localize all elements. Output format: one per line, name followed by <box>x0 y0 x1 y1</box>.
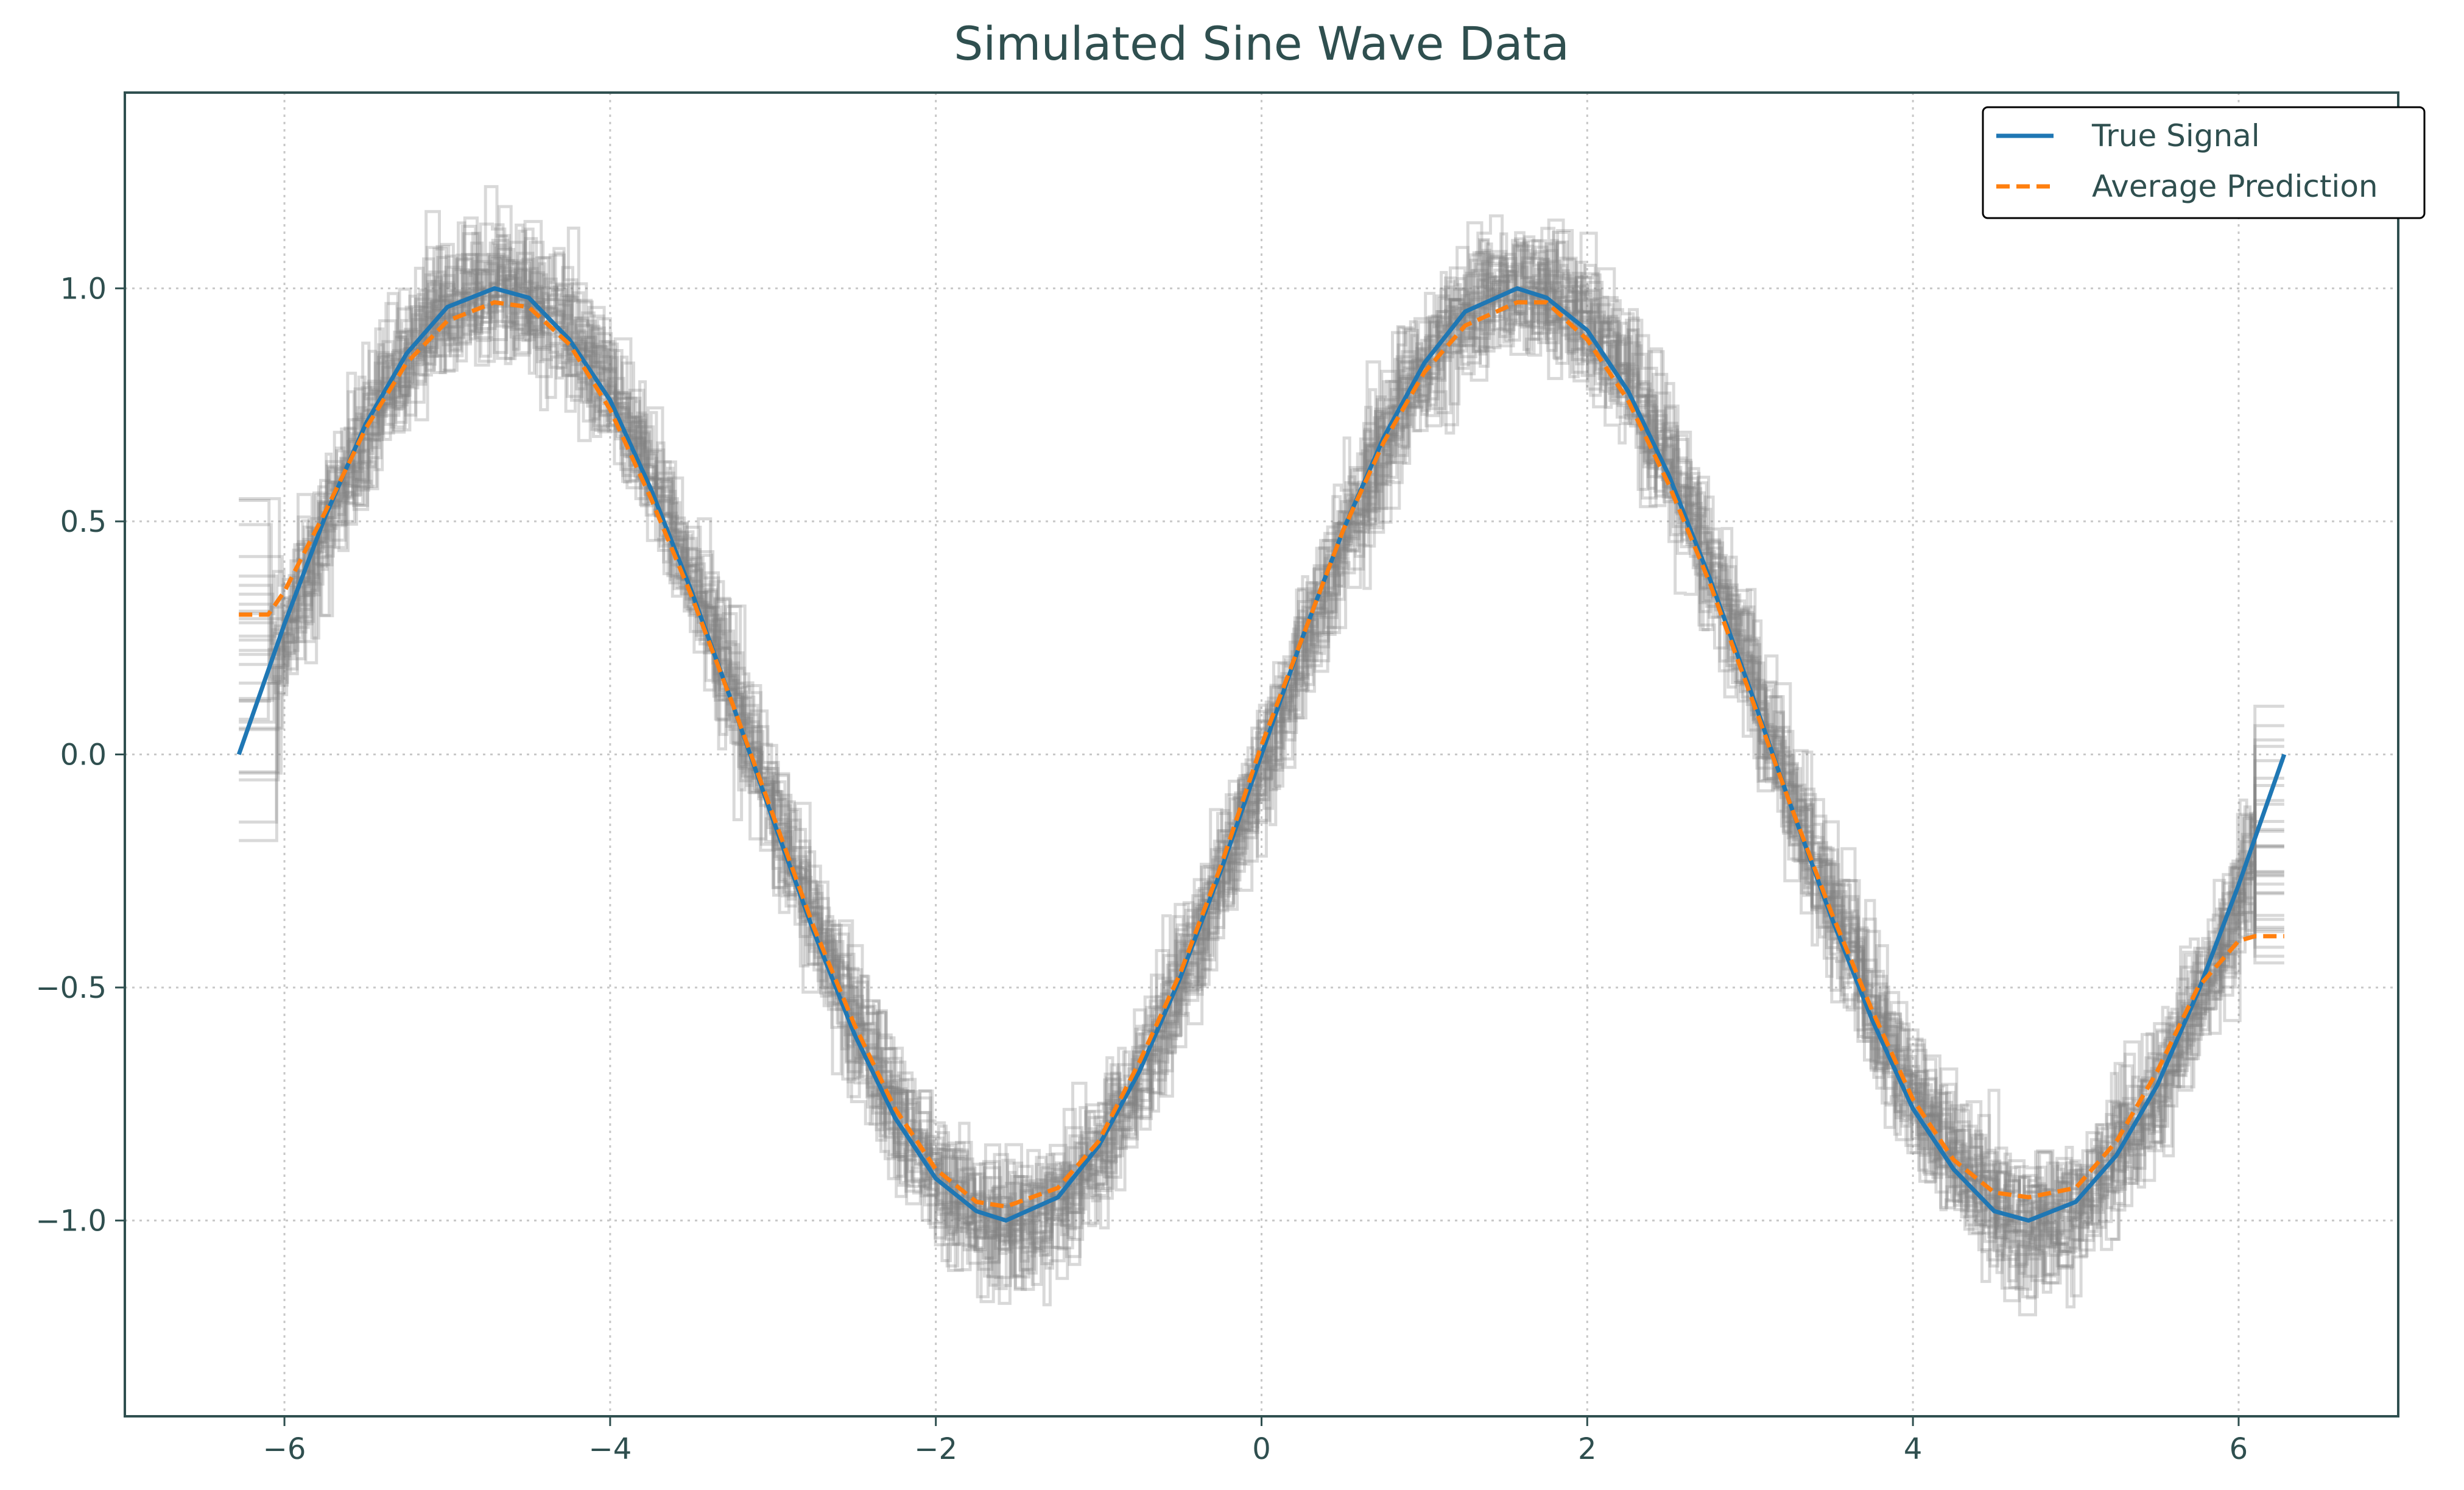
legend: True Signal Average Prediction <box>1982 106 2426 219</box>
y-tick-label: 0.5 <box>60 505 107 539</box>
individual-prediction-line <box>239 231 2284 1307</box>
individual-prediction-line <box>239 234 2284 1287</box>
legend-box <box>1982 106 2426 219</box>
x-tick-label: 0 <box>1252 1432 1271 1466</box>
individual-prediction-line <box>239 220 2284 1246</box>
y-tick-label: −1.0 <box>35 1204 107 1238</box>
average-prediction-line <box>239 300 2284 1209</box>
series-lines <box>236 286 2287 1223</box>
y-tick-label: −0.5 <box>35 971 107 1005</box>
individual-prediction-line <box>239 239 2284 1304</box>
individual-prediction-line <box>239 221 2284 1279</box>
legend-label-true-signal: True Signal <box>2091 118 2260 154</box>
individual-prediction-line <box>239 223 2284 1299</box>
x-tick-label: 2 <box>1578 1432 1597 1466</box>
x-tick-label: −4 <box>588 1432 632 1466</box>
individual-prediction-line <box>239 185 2284 1302</box>
individual-prediction-line <box>239 235 2284 1282</box>
x-axis: −6 −4 −2 0 2 4 6 <box>263 1416 2248 1466</box>
y-tick-label: 0.0 <box>60 738 107 772</box>
chart-title: Simulated Sine Wave Data <box>954 16 1569 71</box>
x-tick-label: 6 <box>2230 1432 2248 1466</box>
individual-prediction-line <box>239 258 2284 1294</box>
individual-prediction-line <box>239 230 2284 1285</box>
individual-prediction-line <box>239 210 2284 1279</box>
individual-prediction-line <box>239 227 2284 1260</box>
x-tick-label: −6 <box>263 1432 306 1466</box>
y-axis: 1.0 0.5 0.0 −0.5 −1.0 <box>35 272 125 1238</box>
individual-prediction-line <box>239 239 2284 1275</box>
individual-prediction-line <box>239 249 2284 1278</box>
individual-prediction-line <box>239 218 2284 1276</box>
true-signal-line <box>236 286 2287 1223</box>
y-tick-label: 1.0 <box>60 272 107 306</box>
legend-label-average-prediction: Average Prediction <box>2092 169 2378 204</box>
grid <box>125 93 2398 1416</box>
x-tick-label: 4 <box>1904 1432 1923 1466</box>
individual-prediction-line <box>239 205 2284 1299</box>
x-tick-label: −2 <box>914 1432 957 1466</box>
